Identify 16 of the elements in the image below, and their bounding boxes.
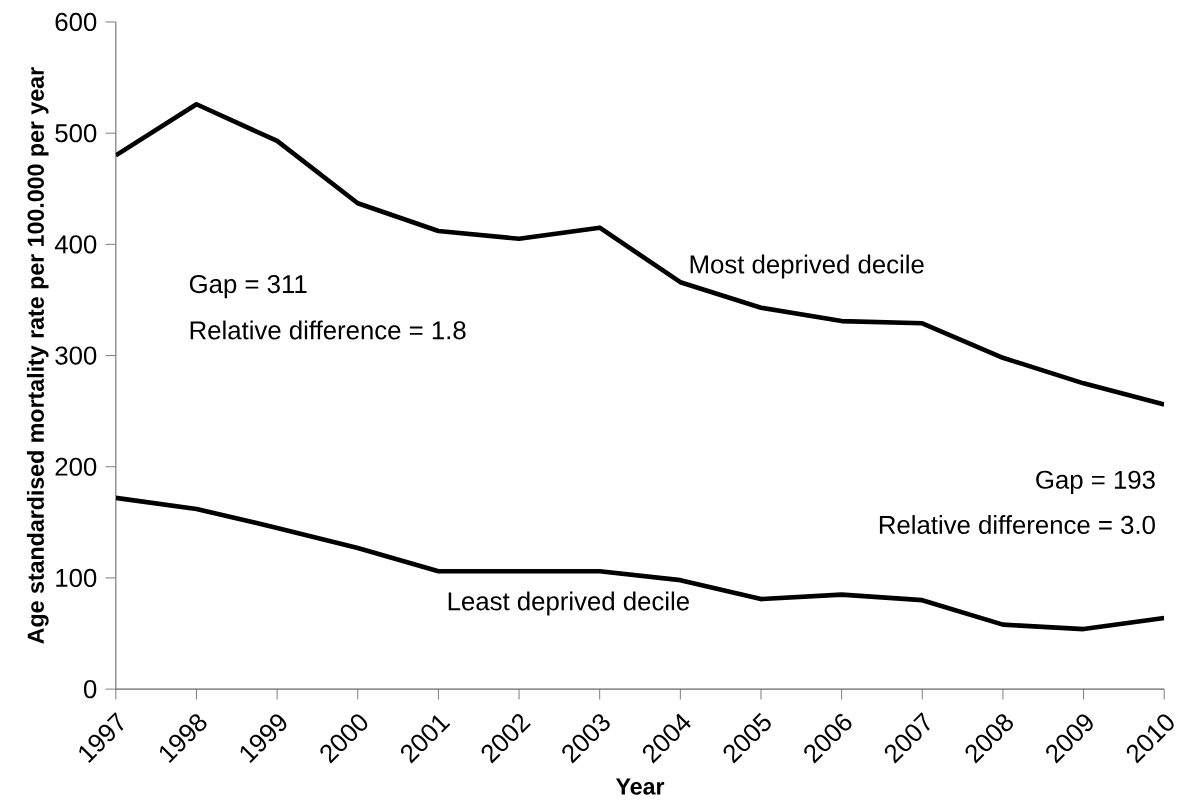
y-tick-label: 200 xyxy=(55,457,97,476)
y-tick-label: 300 xyxy=(55,346,97,365)
annotation: Gap = 193 xyxy=(1036,470,1155,494)
annotation: Relative difference = 3.0 xyxy=(879,514,1155,534)
line-series xyxy=(115,101,1165,407)
y-tick-label: 400 xyxy=(54,235,97,254)
x-axis-title: Year xyxy=(615,778,665,795)
series-label: Most deprived decile xyxy=(690,254,924,279)
y-tick-label: 0 xyxy=(83,679,97,699)
y-axis-title: Age standardised mortality rate per 100.000 per year xyxy=(26,67,49,644)
y-tick-label: 500 xyxy=(55,123,97,143)
y-tick-label: 600 xyxy=(55,12,97,31)
y-tick-label: 100 xyxy=(56,568,97,587)
annotation: Relative difference = 1.8 xyxy=(190,320,466,340)
series-label: Least deprived decile xyxy=(448,591,689,616)
annotation: Gap = 311 xyxy=(189,274,307,299)
